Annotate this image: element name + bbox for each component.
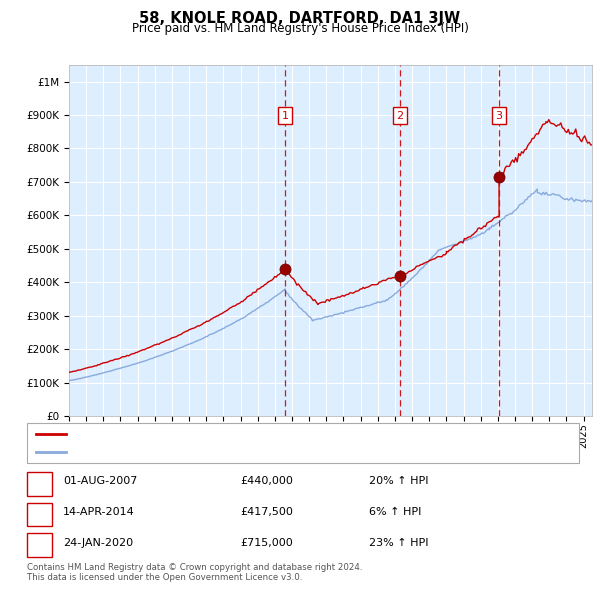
Text: 2: 2: [396, 111, 403, 121]
Text: 01-AUG-2007: 01-AUG-2007: [63, 477, 137, 486]
Text: 6% ↑ HPI: 6% ↑ HPI: [369, 507, 421, 517]
Text: 20% ↑ HPI: 20% ↑ HPI: [369, 477, 428, 486]
Text: 3: 3: [35, 536, 44, 549]
Text: Price paid vs. HM Land Registry's House Price Index (HPI): Price paid vs. HM Land Registry's House …: [131, 22, 469, 35]
Text: 24-JAN-2020: 24-JAN-2020: [63, 538, 133, 548]
Text: £715,000: £715,000: [240, 538, 293, 548]
Text: 1: 1: [281, 111, 289, 121]
Text: 3: 3: [496, 111, 503, 121]
Text: HPI: Average price, detached house, Dartford: HPI: Average price, detached house, Dart…: [70, 447, 307, 457]
Text: 58, KNOLE ROAD, DARTFORD, DA1 3JW: 58, KNOLE ROAD, DARTFORD, DA1 3JW: [139, 11, 461, 25]
Text: 58, KNOLE ROAD, DARTFORD, DA1 3JW (detached house): 58, KNOLE ROAD, DARTFORD, DA1 3JW (detac…: [70, 429, 368, 439]
Text: Contains HM Land Registry data © Crown copyright and database right 2024.
This d: Contains HM Land Registry data © Crown c…: [27, 563, 362, 582]
Text: £417,500: £417,500: [240, 507, 293, 517]
Text: 14-APR-2014: 14-APR-2014: [63, 507, 135, 517]
Text: £440,000: £440,000: [240, 477, 293, 486]
Text: 23% ↑ HPI: 23% ↑ HPI: [369, 538, 428, 548]
Text: 1: 1: [35, 475, 44, 488]
Text: 2: 2: [35, 506, 44, 519]
